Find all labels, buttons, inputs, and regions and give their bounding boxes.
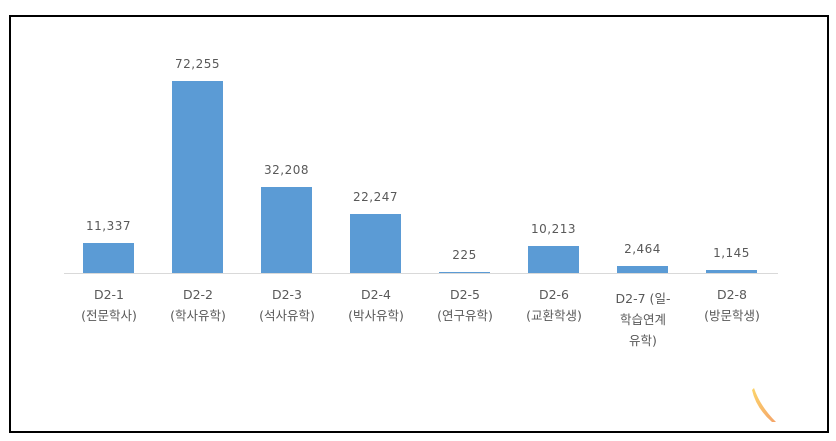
- data-label: 10,213: [531, 222, 576, 236]
- x-tick-label: D2-3 (석사유학): [243, 284, 332, 326]
- x-tick-label: D2-6 (교환학생): [510, 284, 599, 326]
- x-tick-label-line: D2-4: [360, 287, 392, 302]
- x-tick-label: D2-2 (학사유학): [154, 284, 243, 326]
- x-tick-label: D2-5 (연구유학): [421, 284, 510, 326]
- data-label: 225: [452, 248, 477, 262]
- data-label: 1,145: [713, 246, 750, 260]
- x-tick-label-line: (방문학생): [704, 308, 760, 323]
- chart-frame: [9, 15, 829, 433]
- x-tick-label-line: (전문학사): [81, 308, 137, 323]
- bar: [261, 187, 312, 273]
- x-tick-label-line: (연구유학): [437, 308, 493, 323]
- data-label: 11,337: [86, 219, 131, 233]
- x-tick-label-line: (학사유학): [170, 308, 226, 323]
- x-tick-label-line: (박사유학): [348, 308, 404, 323]
- x-tick-label-line: (교환학생): [526, 308, 582, 323]
- bar: [439, 272, 490, 273]
- bar: [617, 266, 668, 273]
- x-tick-label-line: D2-8: [716, 287, 748, 302]
- data-label: 72,255: [175, 57, 220, 71]
- bar: [83, 243, 134, 273]
- x-tick-label-line: 학습연계: [619, 312, 666, 327]
- x-axis-line: [64, 273, 778, 274]
- x-tick-label-line: D2-6: [538, 287, 570, 302]
- decorative-arc-icon: [752, 388, 776, 422]
- data-label: 2,464: [624, 242, 661, 256]
- x-tick-label-line: 유학): [629, 333, 657, 348]
- bar: [706, 270, 757, 273]
- x-tick-label-line: D2-7 (일-: [615, 291, 671, 306]
- data-label: 22,247: [353, 190, 398, 204]
- x-tick-label: D2-1 (전문학사): [65, 284, 154, 326]
- bar: [172, 81, 223, 273]
- x-tick-label-line: D2-3: [271, 287, 303, 302]
- bar: [528, 246, 579, 273]
- data-label: 32,208: [264, 163, 309, 177]
- x-tick-label-line: D2-1: [93, 287, 125, 302]
- x-tick-label-line: D2-2: [182, 287, 214, 302]
- x-tick-label-line: (석사유학): [259, 308, 315, 323]
- x-tick-label: D2-4 (박사유학): [332, 284, 421, 326]
- x-tick-label: D2-8 (방문학생): [688, 284, 777, 326]
- bar: [350, 214, 401, 273]
- x-tick-label-line: D2-5: [449, 287, 481, 302]
